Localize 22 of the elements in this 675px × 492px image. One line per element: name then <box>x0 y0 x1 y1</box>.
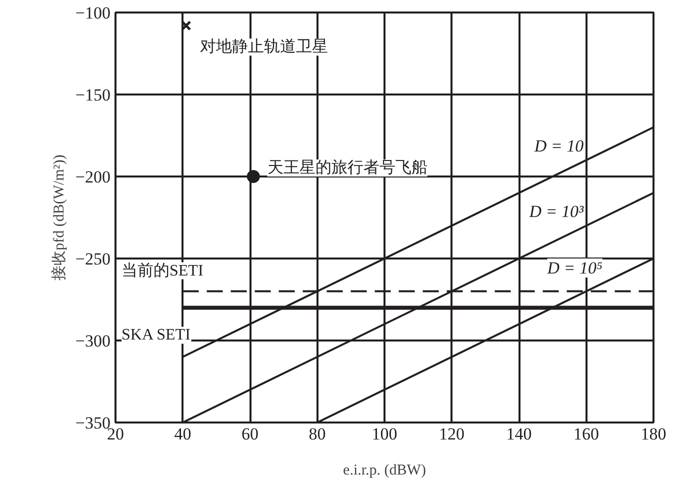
x-tick-label: 180 <box>640 424 666 444</box>
x-tick-label: 80 <box>308 424 326 444</box>
x-tick-label: 40 <box>174 424 192 444</box>
series-label: D = 10 <box>533 136 584 156</box>
x-tick-label: 100 <box>372 424 398 444</box>
series-label: D = 10⁵ <box>546 258 603 278</box>
y-tick-label: −300 <box>75 332 111 350</box>
x-tick-label: 60 <box>242 424 258 444</box>
y-tick-label: −100 <box>75 4 111 22</box>
series-label: D = 10³ <box>528 202 584 222</box>
y-tick-label: −150 <box>75 86 111 104</box>
series-label: 对地静止轨道卫星 <box>200 38 328 56</box>
x-tick-label: 140 <box>506 424 532 444</box>
x-tick-label: 160 <box>574 424 599 444</box>
x-tick-label: 120 <box>439 424 464 444</box>
ref-line-label: 当前的SETI <box>122 261 204 280</box>
series-label: 天王星的旅行者号飞船 <box>267 158 428 176</box>
y-tick-label: −200 <box>75 168 111 186</box>
y-axis-title: 接收pfd (dB(W/m²)) <box>50 154 68 280</box>
ref-line-label: SKA SETI <box>122 326 190 344</box>
x-axis-title: e.i.r.p. (dBW) <box>343 462 426 478</box>
y-tick-label: −250 <box>75 250 111 268</box>
